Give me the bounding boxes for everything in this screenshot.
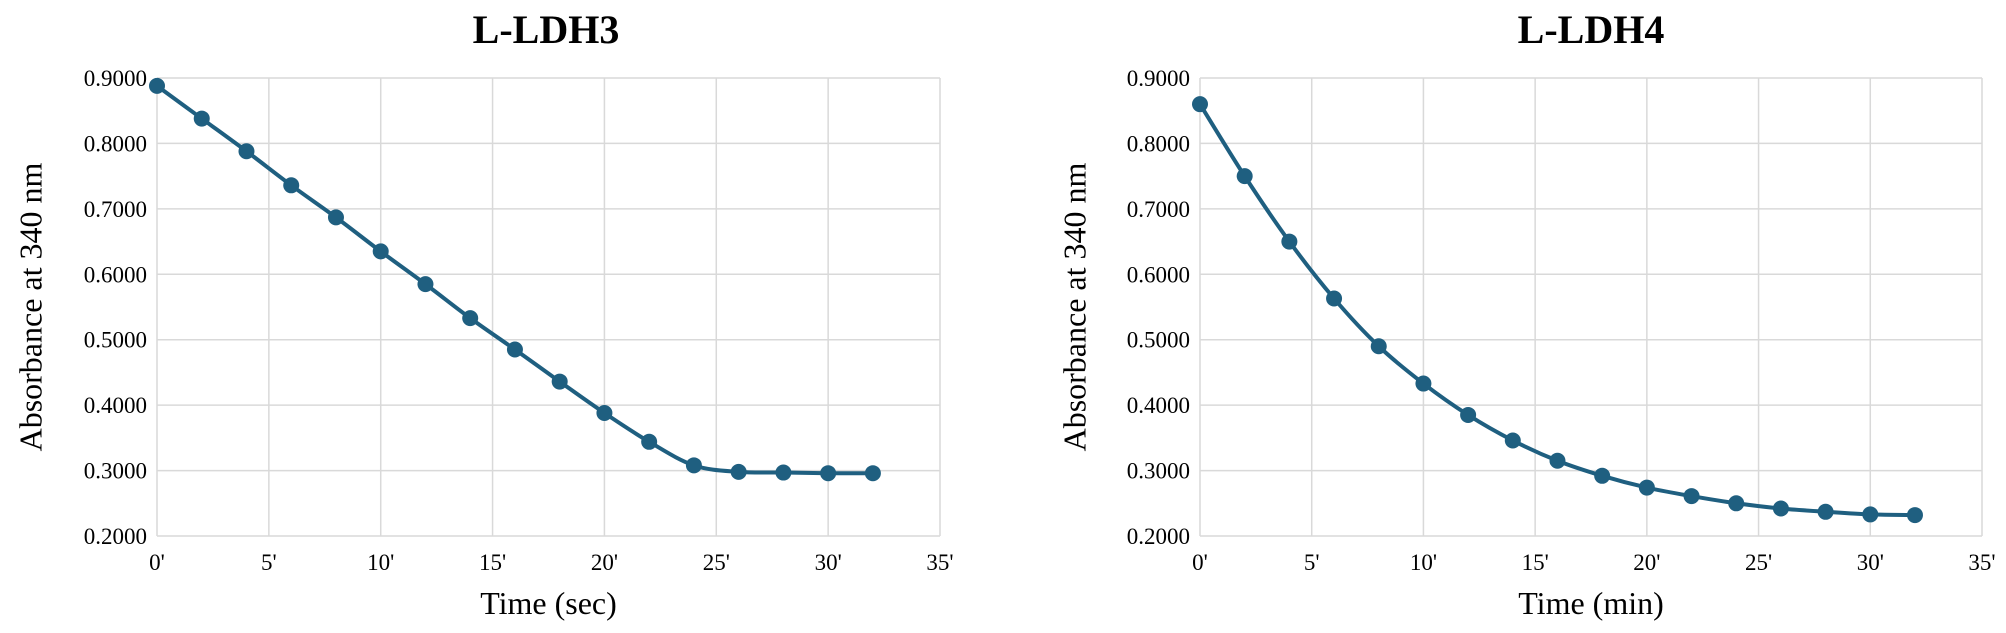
chart-title: L-LDH4	[1518, 7, 1665, 52]
y-tick-label: 0.5000	[1127, 328, 1190, 353]
y-tick-label: 0.9000	[1127, 66, 1190, 91]
x-tick-label: 20'	[1633, 550, 1660, 575]
y-tick-label: 0.2000	[1127, 524, 1190, 549]
y-tick-label: 0.4000	[1127, 393, 1190, 418]
data-point	[1594, 467, 1611, 484]
y-tick-label: 0.3000	[1127, 459, 1190, 484]
data-point	[1460, 406, 1477, 423]
y-tick-label: 0.7000	[1127, 197, 1190, 222]
y-tick-label: 0.9000	[84, 66, 147, 91]
data-point	[1326, 290, 1343, 307]
data-point	[327, 209, 344, 226]
x-tick-label: 35'	[926, 550, 953, 575]
x-tick-label: 5'	[1304, 550, 1320, 575]
data-point	[1817, 503, 1834, 520]
x-tick-label: 5'	[261, 550, 277, 575]
y-axis-label: Absorbance at 340 nm	[12, 162, 48, 451]
x-tick-label: 30'	[1857, 550, 1884, 575]
data-point	[1638, 479, 1655, 496]
y-tick-label: 0.8000	[84, 131, 147, 156]
data-point	[1683, 488, 1700, 505]
x-axis-label: Time (min)	[1518, 585, 1664, 621]
data-point	[193, 110, 210, 127]
data-point	[820, 465, 837, 482]
data-point	[1281, 233, 1298, 250]
x-tick-label: 10'	[367, 550, 394, 575]
data-point	[864, 465, 881, 482]
x-tick-label: 35'	[1968, 550, 1995, 575]
x-tick-label: 25'	[703, 550, 730, 575]
data-point	[1415, 375, 1432, 392]
data-point	[1549, 452, 1566, 469]
data-point	[1192, 96, 1208, 113]
data-point	[1236, 168, 1253, 185]
data-point	[238, 143, 255, 160]
chart-l-ldh3: 0.2000 0.3000 0.4000 0.5000 0.6000 0.7000 0.80…	[12, 7, 953, 621]
y-axis-label: Absorbance at 340 nm	[1056, 162, 1092, 451]
y-tick-label: 0.3000	[84, 459, 147, 484]
data-point	[1504, 432, 1521, 449]
data-point	[1862, 506, 1879, 523]
data-point	[149, 77, 165, 94]
data-point	[372, 243, 389, 260]
x-tick-label: 15'	[1522, 550, 1549, 575]
data-point	[506, 341, 523, 358]
x-tick-label: 15'	[479, 550, 506, 575]
data-point	[596, 404, 613, 421]
x-axis-label: Time (sec)	[480, 585, 617, 621]
data-point	[730, 463, 747, 480]
y-tick-label: 0.4000	[84, 393, 147, 418]
data-point	[1772, 500, 1789, 517]
data-point	[1906, 507, 1923, 524]
x-tick-label: 0'	[149, 550, 165, 575]
x-tick-label: 30'	[815, 550, 842, 575]
data-point	[685, 457, 702, 474]
chart-title: L-LDH3	[473, 7, 620, 52]
y-tick-label: 0.6000	[1127, 262, 1190, 287]
data-point	[551, 373, 568, 390]
chart-l-ldh4: 0.2000 0.3000 0.4000 0.5000 0.6000 0.7000 0.80…	[1056, 7, 1995, 621]
y-tick-label: 0.2000	[84, 524, 147, 549]
x-tick-label: 20'	[591, 550, 618, 575]
data-point	[283, 177, 300, 194]
series-line	[1198, 102, 1917, 518]
y-tick-label: 0.7000	[84, 197, 147, 222]
data-point	[1728, 495, 1745, 512]
data-point	[417, 276, 434, 293]
y-tick-label: 0.5000	[84, 328, 147, 353]
data-point	[641, 433, 658, 450]
data-point	[462, 310, 479, 327]
data-point	[775, 464, 792, 481]
x-tick-label: 10'	[1410, 550, 1437, 575]
data-point	[1370, 338, 1387, 355]
y-tick-label: 0.6000	[84, 262, 147, 287]
x-tick-label: 25'	[1745, 550, 1772, 575]
y-tick-label: 0.8000	[1127, 131, 1190, 156]
x-tick-label: 0'	[1192, 550, 1208, 575]
